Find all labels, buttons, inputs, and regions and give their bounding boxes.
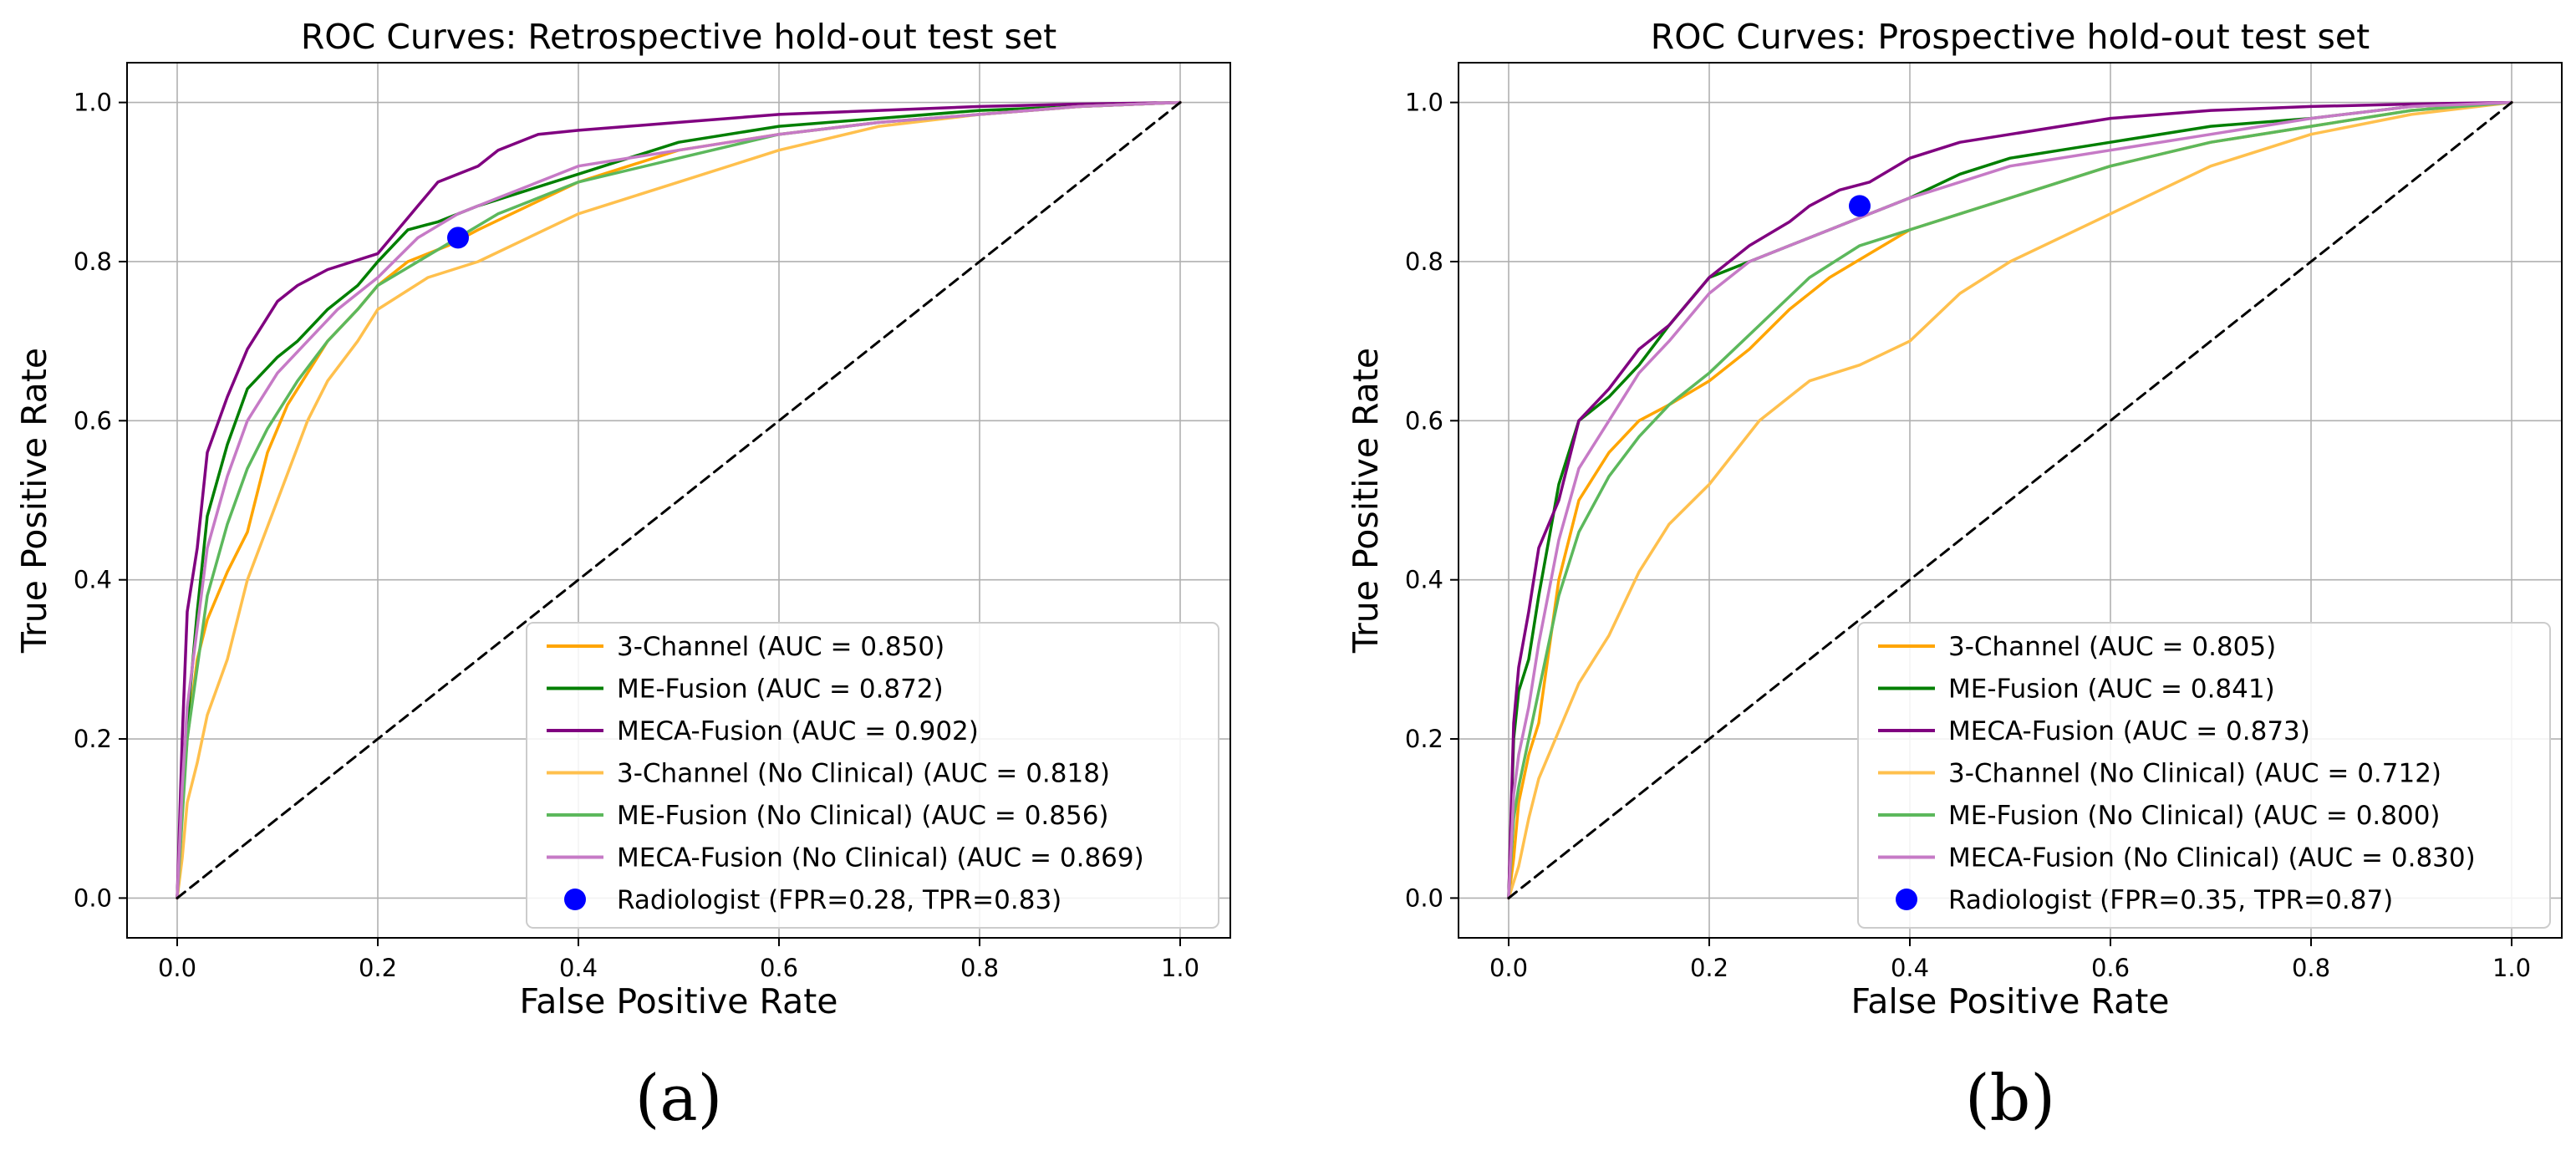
radiologist-point — [447, 227, 469, 249]
legend-entry: MECA-Fusion (No Clinical) (AUC = 0.869) — [617, 843, 1144, 873]
y-tick-label: 0.8 — [1405, 247, 1443, 276]
legend: 3-Channel (AUC = 0.805) ME-Fusion (AUC = … — [1857, 622, 2551, 929]
y-axis-label: True Positive Rate — [1346, 348, 1386, 654]
roc-curve-2 — [176, 100, 1182, 900]
legend-entry: 3-Channel (No Clinical) (AUC = 0.818) — [617, 759, 1110, 789]
legend-entry: 3-Channel (No Clinical) (AUC = 0.712) — [1948, 759, 2441, 789]
roc-panel-a: 0.0 0.2 0.4 0.6 0.8 1.0 0.0 0.2 0.4 0.6 0.8 1.0 ROC … — [14, 17, 1231, 1135]
y-tick-label: 0.0 — [74, 884, 112, 912]
legend-entry: ME-Fusion (AUC = 0.872) — [617, 675, 944, 705]
y-tick-label: 0.4 — [74, 566, 112, 594]
roc-curve-3 — [1507, 100, 2513, 900]
x-tick-label: 0.2 — [1690, 954, 1728, 982]
y-tick-label: 0.0 — [1405, 884, 1443, 912]
roc-curve-5 — [1507, 100, 2513, 900]
x-tick-label: 0.6 — [2091, 954, 2130, 982]
x-tick-label: 0.0 — [158, 954, 196, 982]
x-tick-label: 0.8 — [2292, 954, 2330, 982]
legend-entry: ME-Fusion (No Clinical) (AUC = 0.856) — [617, 801, 1109, 831]
roc-curve-2 — [1507, 100, 2513, 900]
legend-marker — [564, 889, 586, 910]
legend-entry: MECA-Fusion (AUC = 0.902) — [617, 716, 979, 746]
x-tick-label: 0.4 — [559, 954, 598, 982]
roc-curve-5 — [176, 100, 1182, 900]
legend-entry: ME-Fusion (AUC = 0.841) — [1948, 675, 2275, 705]
legend-box — [1857, 622, 2551, 929]
x-tick-label: 0.8 — [960, 954, 999, 982]
legend-entry: MECA-Fusion (AUC = 0.873) — [1948, 716, 2310, 746]
x-axis-label: False Positive Rate — [519, 981, 837, 1021]
y-tick-label: 0.6 — [74, 406, 112, 435]
roc-curve-4 — [1507, 100, 2513, 900]
x-tick-label: 0.4 — [1891, 954, 1929, 982]
roc-panel-b: 0.0 0.2 0.4 0.6 0.8 1.0 0.0 0.2 0.4 0.6 0.8 1.0 ROC … — [1346, 17, 2563, 1135]
x-tick-label: 0.2 — [359, 954, 397, 982]
axes-frame — [1458, 62, 2563, 939]
y-tick-label: 1.0 — [74, 89, 112, 117]
y-axis-label: True Positive Rate — [14, 348, 54, 654]
roc-curve-1 — [176, 100, 1182, 900]
y-tick-label: 0.2 — [74, 725, 112, 753]
x-tick-label: 0.0 — [1489, 954, 1528, 982]
legend-entry: Radiologist (FPR=0.35, TPR=0.87) — [1948, 885, 2393, 915]
legend-entry: ME-Fusion (No Clinical) (AUC = 0.800) — [1948, 801, 2441, 831]
legend-entry: 3-Channel (AUC = 0.850) — [617, 632, 944, 662]
legend-entry: MECA-Fusion (No Clinical) (AUC = 0.830) — [1948, 843, 2476, 873]
chance-diagonal-line — [1507, 101, 2513, 899]
radiologist-point — [1849, 195, 1871, 217]
y-tick-label: 0.6 — [1405, 406, 1443, 435]
chart-title: ROC Curves: Prospective hold-out test se… — [1651, 17, 2370, 57]
roc-curve-3 — [176, 100, 1182, 900]
x-tick-label: 1.0 — [1161, 954, 1199, 982]
panel-label: (b) — [1965, 1061, 2055, 1135]
y-tick-label: 0.2 — [1405, 725, 1443, 753]
x-axis-label: False Positive Rate — [1851, 981, 2169, 1021]
panel-label: (a) — [635, 1061, 723, 1135]
x-tick-label: 0.6 — [760, 954, 798, 982]
legend-box — [526, 622, 1219, 929]
legend-entry: Radiologist (FPR=0.28, TPR=0.83) — [617, 885, 1061, 915]
legend-entry: 3-Channel (AUC = 0.805) — [1948, 632, 2276, 662]
x-tick-label: 1.0 — [2492, 954, 2531, 982]
axes-frame — [126, 62, 1231, 939]
chance-diagonal-line — [176, 101, 1182, 899]
y-tick-label: 0.4 — [1405, 566, 1443, 594]
chart-title: ROC Curves: Retrospective hold-out test … — [301, 17, 1056, 57]
legend-marker — [1896, 889, 1917, 910]
legend: 3-Channel (AUC = 0.850) ME-Fusion (AUC = … — [526, 622, 1219, 929]
y-tick-label: 0.8 — [74, 247, 112, 276]
y-tick-label: 1.0 — [1405, 89, 1443, 117]
